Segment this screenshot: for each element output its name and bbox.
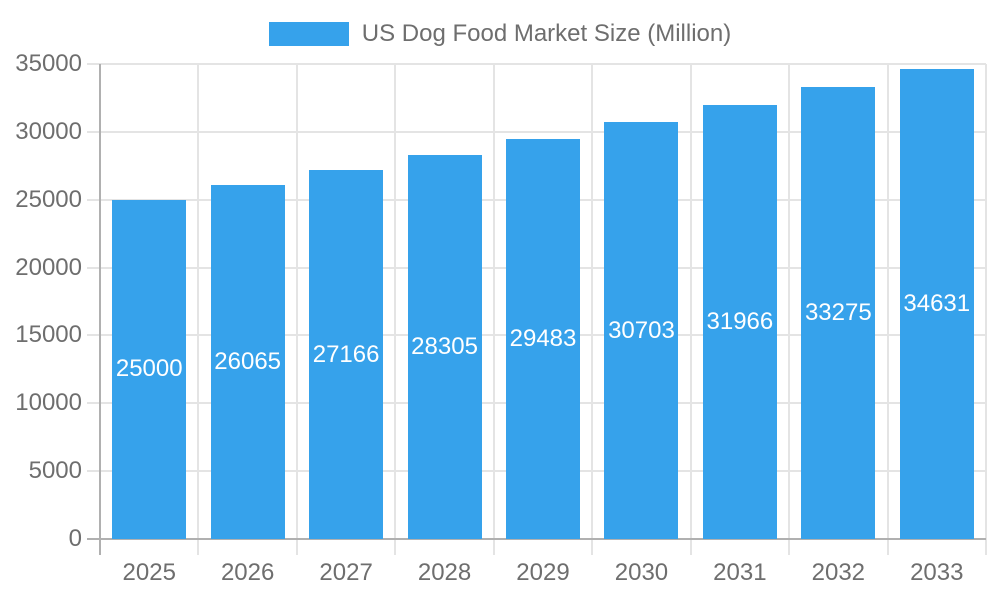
y-axis-tick-label: 35000 <box>15 50 82 77</box>
x-gridline <box>985 64 987 555</box>
x-axis-tick-label: 2030 <box>614 559 669 586</box>
x-gridline <box>492 64 495 555</box>
bar-value-label: 31966 <box>706 308 774 336</box>
y-axis-tick-label: 20000 <box>15 253 82 281</box>
y-axis-tick-label: 15000 <box>15 321 82 349</box>
x-gridline <box>689 64 692 555</box>
x-axis-tick-label: 2032 <box>811 559 866 586</box>
y-gridline <box>87 130 986 133</box>
bar[interactable] <box>899 69 974 539</box>
legend-swatch <box>268 22 349 46</box>
legend-label: US Dog Food Market Size (Million) <box>361 20 732 47</box>
bar[interactable] <box>604 122 679 539</box>
bar[interactable] <box>112 199 187 539</box>
y-axis-tick-label: 25000 <box>15 185 82 213</box>
x-gridline <box>886 64 889 555</box>
bar-value-label: 34631 <box>903 290 971 317</box>
x-axis-line <box>87 538 986 540</box>
bar-value-label: 26065 <box>214 348 282 376</box>
x-gridline <box>591 64 594 555</box>
bar-value-label: 25000 <box>115 355 183 383</box>
bar[interactable] <box>309 170 384 539</box>
y-axis-tick-label: 30000 <box>15 117 82 145</box>
x-axis-tick-label: 2031 <box>713 559 767 586</box>
y-gridline <box>87 63 986 65</box>
bar[interactable] <box>210 185 285 539</box>
y-axis-tick-label: 5000 <box>28 457 82 485</box>
bar-value-label: 30703 <box>608 316 675 344</box>
bar-value-label: 27166 <box>312 340 380 368</box>
bar-value-label: 28305 <box>411 332 478 360</box>
x-axis-tick-label: 2028 <box>417 559 472 586</box>
x-gridline <box>788 64 791 555</box>
bar[interactable] <box>702 105 777 539</box>
y-axis-tick-label: 10000 <box>15 389 82 417</box>
x-gridline <box>394 64 397 555</box>
x-axis-tick-label: 2029 <box>516 559 570 586</box>
bar-value-label: 29483 <box>509 324 577 352</box>
bar[interactable] <box>801 87 876 539</box>
y-axis-tick-label: 0 <box>68 525 82 552</box>
bar-value-label: 33275 <box>804 299 872 327</box>
x-gridline <box>197 64 200 555</box>
x-axis-tick-label: 2026 <box>220 559 275 586</box>
bar[interactable] <box>506 138 580 539</box>
x-axis-tick-label: 2033 <box>910 559 964 586</box>
bar[interactable] <box>407 154 482 539</box>
x-gridline <box>295 64 298 555</box>
x-axis-tick-label: 2027 <box>319 559 373 586</box>
legend-item[interactable]: US Dog Food Market Size (Million) <box>0 20 1000 48</box>
x-axis-tick-label: 2025 <box>122 559 176 586</box>
y-axis-line <box>99 64 101 555</box>
